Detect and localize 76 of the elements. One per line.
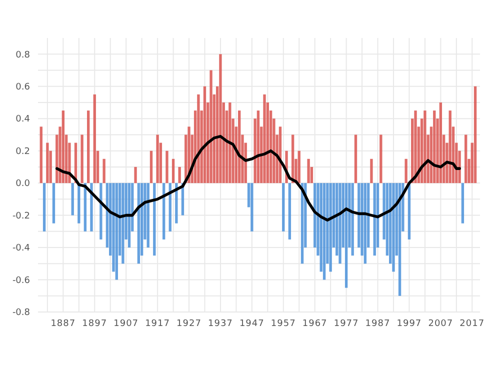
bar xyxy=(307,158,310,184)
bar xyxy=(46,142,49,184)
bar xyxy=(329,183,332,272)
bar xyxy=(197,94,200,184)
x-tick-label: 1887 xyxy=(50,319,76,329)
x-tick-label: 1917 xyxy=(145,319,170,329)
x-tick-label: 1977 xyxy=(334,319,359,329)
bar xyxy=(175,183,178,224)
bar xyxy=(344,183,348,288)
bar xyxy=(392,183,395,272)
bar xyxy=(102,158,106,184)
bar xyxy=(100,183,102,240)
y-tick-label: 0.4 xyxy=(16,114,30,125)
y-tick-label: 0.2 xyxy=(16,146,30,157)
x-tick-label: 1997 xyxy=(396,319,422,329)
x-tick-label: 2007 xyxy=(428,319,454,329)
x-tick-label: 1967 xyxy=(302,319,328,329)
x-tick-label: 2017 xyxy=(460,319,485,329)
x-tick-label: 1957 xyxy=(270,319,296,329)
y-tick-label: -0.6 xyxy=(12,276,30,286)
bar xyxy=(150,150,153,184)
bar xyxy=(122,183,124,264)
bar xyxy=(71,183,74,216)
bar xyxy=(210,70,212,184)
bar xyxy=(351,183,354,256)
bar xyxy=(156,134,159,184)
bar xyxy=(298,150,300,184)
bar xyxy=(87,110,90,184)
bar xyxy=(364,183,367,264)
y-tick-label: 0.0 xyxy=(16,179,30,190)
bar xyxy=(380,134,382,184)
bar xyxy=(178,166,181,184)
bar xyxy=(439,102,442,184)
x-tick-label: 1947 xyxy=(239,319,264,329)
y-tick-label: -0.4 xyxy=(12,244,30,254)
y-tick-label: 0.8 xyxy=(16,50,30,60)
x-tick-label: 1987 xyxy=(365,319,390,329)
y-tick-label: -0.2 xyxy=(12,211,30,222)
bar xyxy=(338,183,342,264)
bar xyxy=(134,166,137,184)
bar xyxy=(322,183,326,280)
bar xyxy=(373,183,376,256)
y-tick-label: 0.6 xyxy=(16,82,30,93)
bar xyxy=(414,110,417,184)
bar xyxy=(52,183,56,224)
x-tick-label: 1897 xyxy=(82,319,108,329)
bar xyxy=(370,158,373,184)
bar xyxy=(354,134,358,184)
bar xyxy=(404,158,408,184)
x-tick-label: 1907 xyxy=(114,319,139,329)
bar xyxy=(40,126,42,184)
bar xyxy=(448,110,452,184)
line-series xyxy=(55,134,461,222)
bar xyxy=(219,54,222,184)
bar xyxy=(256,110,260,184)
bar xyxy=(474,86,477,184)
bar xyxy=(80,134,84,184)
bar xyxy=(228,102,232,184)
bar xyxy=(263,94,266,184)
bar xyxy=(424,110,426,184)
bar xyxy=(250,183,254,232)
bar xyxy=(172,158,175,184)
x-tick-label: 1937 xyxy=(208,319,233,329)
bar xyxy=(282,183,285,232)
bar xyxy=(42,183,46,232)
bar xyxy=(128,183,131,248)
y-tick-label: -0.8 xyxy=(12,308,30,318)
bar xyxy=(93,94,96,184)
bar xyxy=(288,183,292,240)
bar xyxy=(153,183,156,256)
x-tick-label: 1927 xyxy=(176,319,202,329)
bar xyxy=(115,183,118,280)
bar xyxy=(166,150,168,184)
bar xyxy=(464,134,468,184)
bar xyxy=(90,183,93,232)
bar xyxy=(461,183,464,224)
